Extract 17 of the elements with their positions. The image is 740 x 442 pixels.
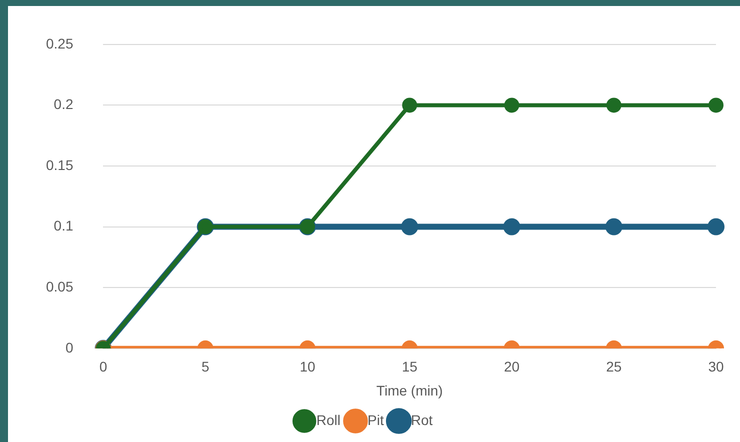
- x-axis-title: Time (min): [376, 382, 443, 398]
- y-tick-label: 0.05: [46, 278, 74, 294]
- y-tick-label: 0.15: [46, 156, 74, 173]
- y-tick-label: 0.25: [46, 35, 74, 52]
- legend-label: Pit: [367, 412, 384, 428]
- x-tick-label: 25: [606, 358, 622, 375]
- x-tick-label: 5: [201, 358, 210, 375]
- x-tick-label: 20: [504, 358, 520, 375]
- x-tick-label: 15: [402, 358, 418, 375]
- x-tick-label: 30: [708, 358, 724, 375]
- y-tick-label: 0.1: [54, 218, 74, 234]
- y-tick-label: 0: [65, 339, 74, 356]
- x-tick-label: 10: [300, 358, 316, 375]
- y-tick-label: 0.2: [54, 96, 74, 112]
- legend-label: Rot: [410, 412, 433, 428]
- x-tick-label: 0: [99, 358, 108, 375]
- legend-label: Roll: [316, 412, 341, 428]
